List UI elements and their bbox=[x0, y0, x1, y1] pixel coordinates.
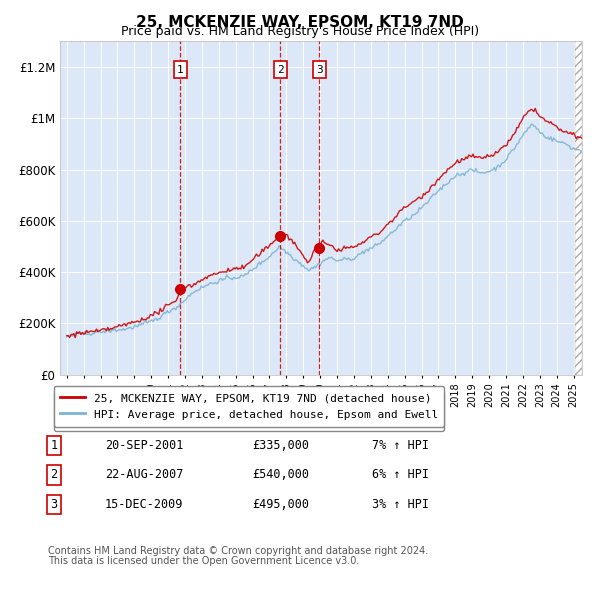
Text: £335,000: £335,000 bbox=[252, 439, 309, 452]
Legend: 25, MCKENZIE WAY, EPSOM, KT19 7ND (detached house), HPI: Average price, detached: 25, MCKENZIE WAY, EPSOM, KT19 7ND (detac… bbox=[53, 386, 445, 427]
Legend: 25, MCKENZIE WAY, EPSOM, KT19 7ND (detached house), HPI: Average price, detached: 25, MCKENZIE WAY, EPSOM, KT19 7ND (detac… bbox=[53, 391, 445, 431]
Text: 20-SEP-2001: 20-SEP-2001 bbox=[105, 439, 184, 452]
Text: 2: 2 bbox=[277, 64, 284, 74]
Text: Price paid vs. HM Land Registry's House Price Index (HPI): Price paid vs. HM Land Registry's House … bbox=[121, 25, 479, 38]
Text: 3: 3 bbox=[316, 64, 323, 74]
Text: 1: 1 bbox=[177, 64, 184, 74]
Text: This data is licensed under the Open Government Licence v3.0.: This data is licensed under the Open Gov… bbox=[48, 556, 359, 566]
Text: 15-DEC-2009: 15-DEC-2009 bbox=[105, 498, 184, 511]
Text: 2: 2 bbox=[50, 468, 58, 481]
Text: 3: 3 bbox=[50, 498, 58, 511]
Text: 3% ↑ HPI: 3% ↑ HPI bbox=[372, 498, 429, 511]
Text: £540,000: £540,000 bbox=[252, 468, 309, 481]
Text: 1: 1 bbox=[50, 439, 58, 452]
Text: 6% ↑ HPI: 6% ↑ HPI bbox=[372, 468, 429, 481]
Text: 7% ↑ HPI: 7% ↑ HPI bbox=[372, 439, 429, 452]
Text: £495,000: £495,000 bbox=[252, 498, 309, 511]
Text: Contains HM Land Registry data © Crown copyright and database right 2024.: Contains HM Land Registry data © Crown c… bbox=[48, 546, 428, 556]
Text: 25, MCKENZIE WAY, EPSOM, KT19 7ND: 25, MCKENZIE WAY, EPSOM, KT19 7ND bbox=[136, 15, 464, 30]
Text: 22-AUG-2007: 22-AUG-2007 bbox=[105, 468, 184, 481]
